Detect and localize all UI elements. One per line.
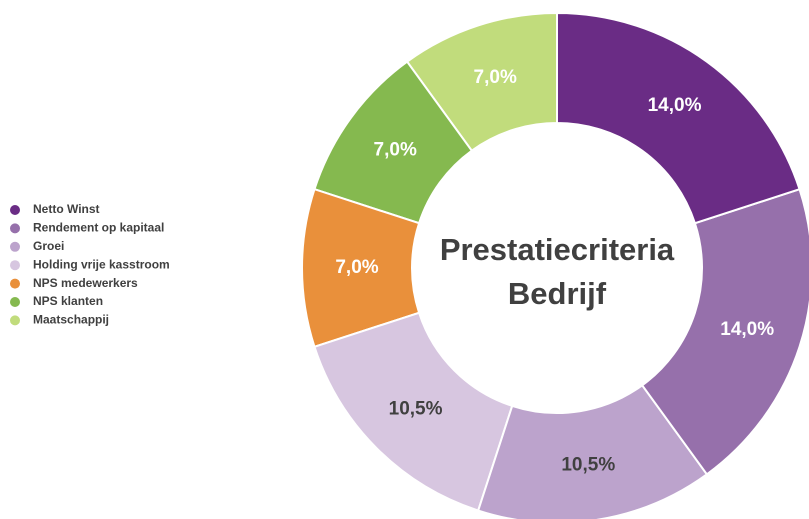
legend-marker xyxy=(10,205,20,215)
data-label: 7,0% xyxy=(474,67,517,88)
donut-segment xyxy=(556,11,801,225)
legend-marker xyxy=(10,297,20,307)
donut-segment xyxy=(476,383,709,519)
legend-marker xyxy=(10,223,20,234)
legend-marker xyxy=(10,315,20,326)
legend-label: Rendement op kapitaal xyxy=(33,221,164,235)
data-label: 10,5% xyxy=(561,455,615,476)
legend-label: Groei xyxy=(33,239,64,253)
legend-marker xyxy=(10,260,20,271)
chart-title: Bedrijf xyxy=(508,276,607,311)
donut-segment xyxy=(313,60,474,225)
legend-label: NPS klanten xyxy=(33,294,103,308)
donut-segment xyxy=(640,187,809,476)
legend-label: Netto Winst xyxy=(33,202,100,216)
legend-marker xyxy=(10,278,20,289)
data-label: 7,0% xyxy=(374,139,417,160)
data-label: 7,0% xyxy=(335,257,378,278)
legend-marker xyxy=(10,241,20,252)
legend-label: NPS medewerkers xyxy=(33,276,138,290)
data-label: 10,5% xyxy=(389,398,443,419)
donut-segment xyxy=(313,311,514,512)
data-label: 14,0% xyxy=(648,95,702,116)
data-label: 14,0% xyxy=(720,319,774,340)
chart-title: Prestatiecriteria xyxy=(440,232,675,267)
legend-label: Maatschappij xyxy=(33,313,109,327)
donut-segment xyxy=(301,187,421,349)
legend-label: Holding vrije kasstroom xyxy=(33,257,170,271)
